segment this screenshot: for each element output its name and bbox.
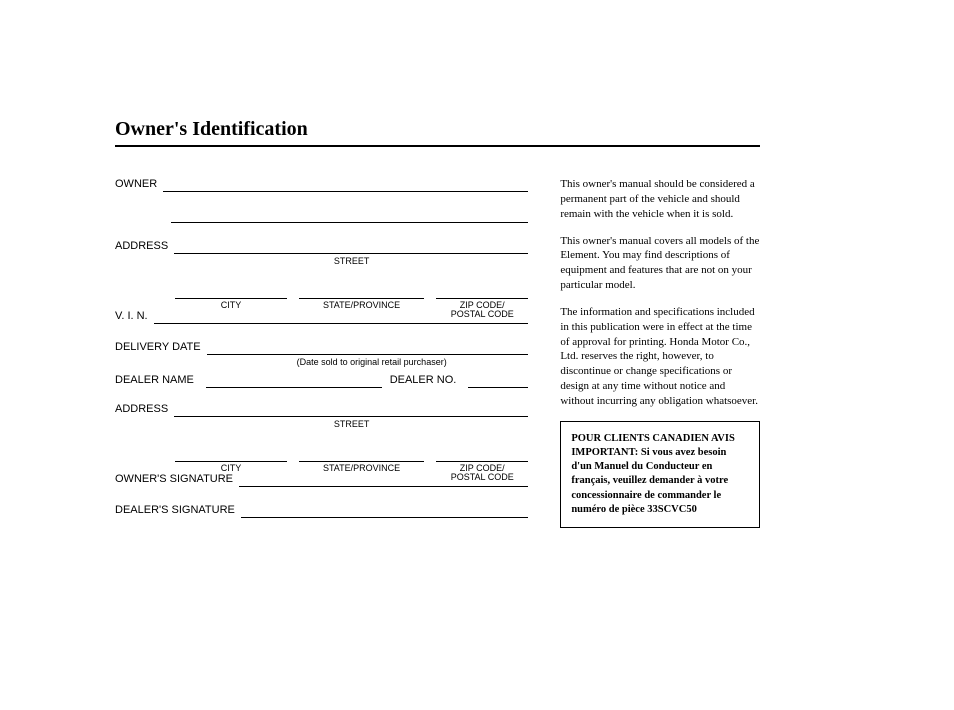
dealer-name-line[interactable] [206, 373, 382, 388]
owner-row: OWNER [115, 177, 528, 192]
page: Owner's Identification OWNER ADDRESS STR… [115, 118, 760, 528]
delivery-sublabel: (Date sold to original retail purchaser) [115, 357, 528, 367]
vin-line[interactable] [154, 309, 529, 324]
owner-address-line[interactable] [174, 239, 528, 254]
sidebar: This owner's manual should be considered… [560, 177, 760, 528]
owner-address-label: ADDRESS [115, 240, 174, 254]
dealer-address-row: ADDRESS [115, 402, 528, 417]
delivery-line[interactable] [207, 340, 529, 355]
delivery-label: DELIVERY DATE [115, 341, 207, 355]
dealer-zip-line[interactable] [436, 447, 528, 462]
owner-signature-label: OWNER'S SIGNATURE [115, 473, 239, 487]
owner-label: OWNER [115, 178, 163, 192]
vin-row: V. I. N. [115, 309, 528, 324]
dealer-name-label: DEALER NAME [115, 374, 198, 388]
owner-signature-row: OWNER'S SIGNATURE [115, 472, 528, 487]
dealer-no-line[interactable] [468, 373, 528, 388]
owner-line-2[interactable] [171, 208, 528, 223]
owner-line[interactable] [163, 177, 528, 192]
owner-zip-line[interactable] [436, 284, 528, 299]
owner-street-sublabel: STREET [115, 256, 528, 266]
sidebar-para-1: This owner's manual should be considered… [560, 177, 760, 222]
dealer-signature-label: DEALER'S SIGNATURE [115, 504, 241, 518]
delivery-row: DELIVERY DATE [115, 340, 528, 355]
dealer-address-label: ADDRESS [115, 403, 174, 417]
dealer-signature-row: DEALER'S SIGNATURE [115, 503, 528, 518]
dealer-no-label: DEALER NO. [390, 374, 461, 388]
dealer-city-line[interactable] [175, 447, 287, 462]
sidebar-para-2: This owner's manual covers all models of… [560, 234, 760, 293]
owner-state-line[interactable] [299, 284, 424, 299]
dealer-address-line[interactable] [174, 402, 528, 417]
owner-address-row: ADDRESS [115, 239, 528, 254]
owner-signature-line[interactable] [239, 472, 528, 487]
dealer-name-no-row: DEALER NAME DEALER NO. [115, 373, 528, 388]
content-columns: OWNER ADDRESS STREET CITY [115, 177, 760, 528]
dealer-street-sublabel: STREET [115, 419, 528, 429]
page-title: Owner's Identification [115, 118, 760, 147]
vin-label: V. I. N. [115, 310, 154, 324]
identification-form: OWNER ADDRESS STREET CITY [115, 177, 528, 528]
sidebar-para-3: The information and specifications inclu… [560, 305, 760, 409]
owner-row-2 [115, 208, 528, 223]
owner-city-line[interactable] [175, 284, 287, 299]
dealer-state-line[interactable] [299, 447, 424, 462]
french-notice-box: POUR CLIENTS CANADIEN AVIS IMPORTANT: Si… [560, 421, 760, 528]
dealer-signature-line[interactable] [241, 503, 528, 518]
